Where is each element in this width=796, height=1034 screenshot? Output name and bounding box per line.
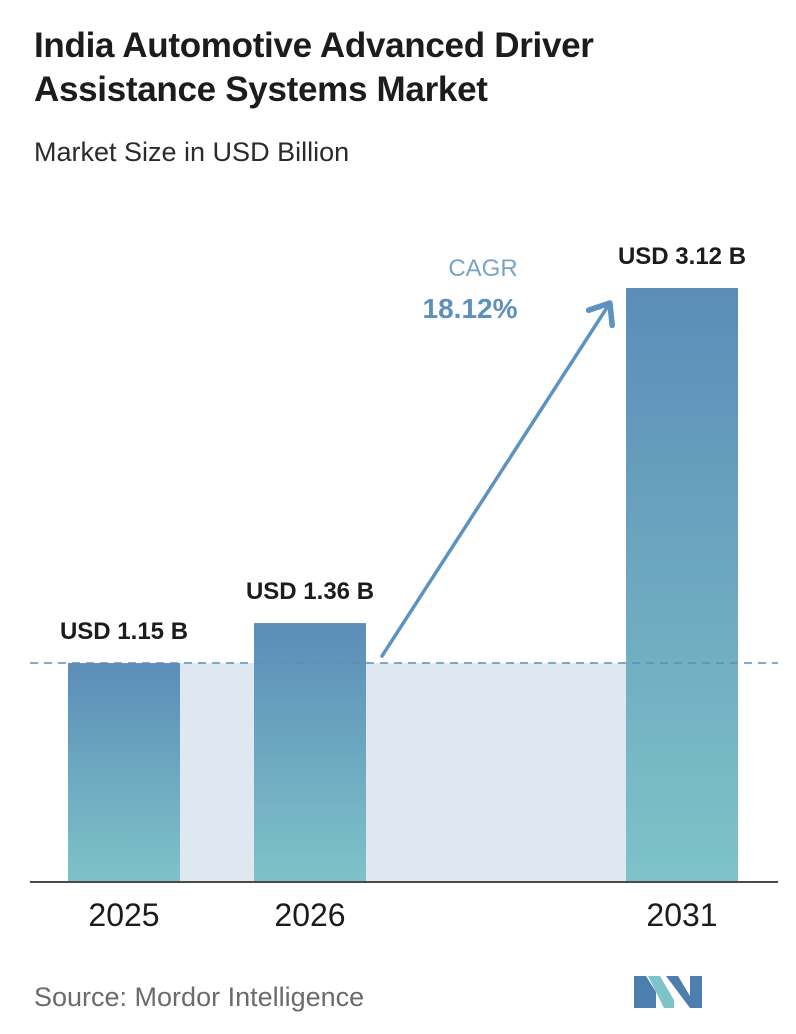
data-label-2025: USD 1.15 B xyxy=(60,618,188,645)
cagr-arrow xyxy=(380,300,615,658)
chart-title: India Automotive Advanced Driver Assista… xyxy=(34,26,594,109)
x-tick-label-2025: 2025 xyxy=(88,897,159,933)
x-tick-label-2026: 2026 xyxy=(274,897,345,933)
bar-2031 xyxy=(626,288,738,882)
bar-2026 xyxy=(254,623,366,882)
cagr-value: 18.12% xyxy=(423,293,518,324)
logo-shape-right xyxy=(666,976,702,1008)
data-label-2031: USD 3.12 B xyxy=(618,243,746,270)
logo-shape-left xyxy=(634,976,656,1008)
data-label-2026: USD 1.36 B xyxy=(246,578,374,605)
bar-2025 xyxy=(68,663,180,882)
logo-shape-mid xyxy=(648,976,674,1008)
cagr-label: CAGR xyxy=(448,255,517,282)
source-note: Source: Mordor Intelligence xyxy=(34,982,365,1012)
mordor-logo xyxy=(634,976,702,1008)
chart-subtitle: Market Size in USD Billion xyxy=(34,137,350,167)
x-tick-label-2031: 2031 xyxy=(646,897,717,933)
